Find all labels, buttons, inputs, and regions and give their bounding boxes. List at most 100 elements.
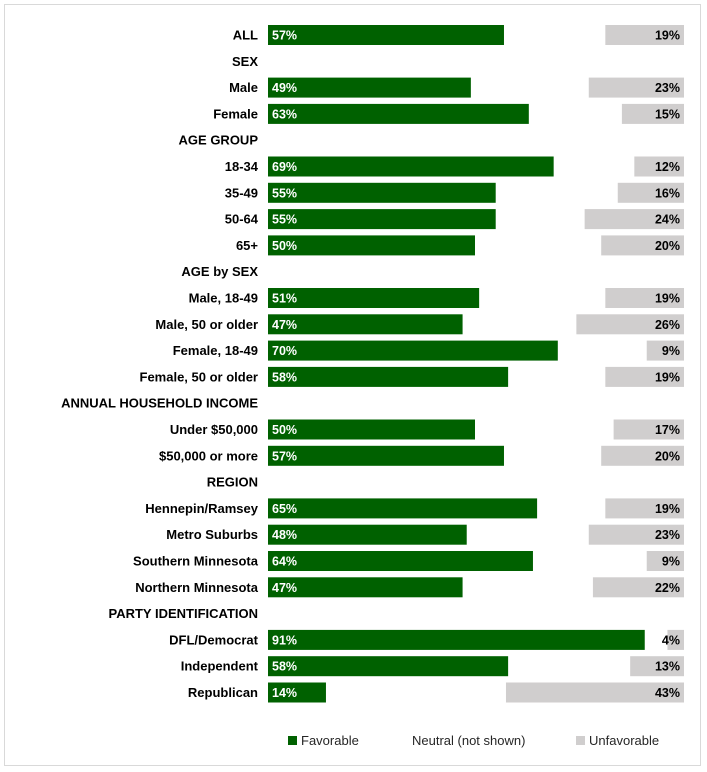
label-unfavorable-35-49: 16%	[655, 186, 680, 200]
row-under-50-000: Under $50,000 50% 17%	[170, 419, 684, 440]
bar-favorable-female-18-49	[268, 340, 558, 361]
category-label-male-50-or-older: Male, 50 or older	[155, 317, 258, 332]
label-favorable-35-49: 55%	[272, 186, 297, 200]
category-label-65: 65+	[236, 238, 258, 253]
row-republican: Republican 14% 43%	[188, 682, 684, 703]
label-unfavorable-65: 20%	[655, 239, 680, 253]
group-header-region: REGION	[207, 475, 258, 490]
category-label-male-18-49: Male, 18-49	[189, 291, 258, 306]
label-unfavorable-southern-minnesota: 9%	[662, 555, 680, 569]
bar-favorable-southern-minnesota	[268, 551, 533, 571]
bar-unfavorable-independent	[630, 656, 684, 677]
bar-unfavorable-hennepin-ramsey	[605, 498, 684, 519]
label-unfavorable-female: 15%	[655, 107, 680, 121]
bar-unfavorable-female-50-or-older	[605, 366, 684, 387]
label-favorable-male: 49%	[272, 81, 297, 95]
label-favorable-female-18-49: 70%	[272, 344, 297, 358]
bar-favorable-northern-minnesota	[268, 577, 463, 598]
label-favorable-female: 63%	[272, 107, 297, 121]
label-favorable-under-50-000: 50%	[272, 423, 297, 437]
bar-unfavorable-18-34	[634, 156, 684, 177]
row-age-group: AGE GROUP	[179, 133, 259, 148]
bar-favorable-republican	[268, 682, 326, 703]
category-label-female: Female	[213, 106, 258, 121]
group-header-party-identification: PARTY IDENTIFICATION	[109, 606, 259, 621]
bar-favorable-male	[268, 77, 471, 98]
bar-unfavorable-male-50-or-older	[576, 314, 684, 335]
category-label-independent: Independent	[181, 659, 259, 674]
label-favorable-male-50-or-older: 47%	[272, 318, 297, 332]
category-label-all: ALL	[233, 28, 258, 43]
group-header-annual-household-income: ANNUAL HOUSEHOLD INCOME	[61, 396, 258, 411]
row-female-50-or-older: Female, 50 or older 58% 19%	[140, 366, 684, 387]
label-unfavorable-female-18-49: 9%	[662, 344, 680, 358]
label-unfavorable-republican: 43%	[655, 686, 680, 700]
legend: Favorable Neutral (not shown) Unfavorabl…	[288, 733, 659, 748]
group-header-sex: SEX	[232, 54, 258, 69]
bar-favorable-dfl-democrat	[268, 629, 645, 650]
label-favorable-hennepin-ramsey: 65%	[272, 502, 297, 516]
bar-favorable-male-50-or-older	[268, 314, 463, 335]
label-favorable-female-50-or-older: 58%	[272, 370, 297, 384]
bar-favorable-metro-suburbs	[268, 524, 467, 545]
rows-layer: ALL 57% 19% SEX Male 49% 23% Female 63% 15% AGE GR…	[61, 25, 684, 703]
row-dfl-democrat: DFL/Democrat 91% 4%	[169, 629, 684, 650]
bar-unfavorable-male-18-49	[605, 288, 684, 308]
label-favorable-male-18-49: 51%	[272, 292, 297, 306]
row-male: Male 49% 23%	[229, 77, 684, 98]
row-65: 65+ 50% 20%	[236, 235, 684, 256]
category-label-southern-minnesota: Southern Minnesota	[133, 554, 259, 569]
bar-unfavorable-female	[621, 103, 684, 124]
row-metro-suburbs: Metro Suburbs 48% 23%	[166, 524, 684, 545]
label-favorable-southern-minnesota: 64%	[272, 555, 297, 569]
category-label-18-34: 18-34	[225, 159, 259, 174]
bar-unfavorable-65	[601, 235, 684, 256]
category-label-metro-suburbs: Metro Suburbs	[166, 527, 258, 542]
label-favorable-18-34: 69%	[272, 160, 297, 174]
bar-favorable-50-000-or-more	[268, 445, 504, 466]
category-label-under-50-000: Under $50,000	[170, 422, 258, 437]
row-southern-minnesota: Southern Minnesota 64% 9%	[133, 551, 684, 571]
bar-unfavorable-republican	[505, 682, 684, 703]
bar-unfavorable-northern-minnesota	[592, 577, 684, 598]
legend-label-unfavorable: Unfavorable	[589, 733, 659, 748]
category-label-republican: Republican	[188, 685, 258, 700]
label-unfavorable-all: 19%	[655, 29, 680, 43]
label-unfavorable-metro-suburbs: 23%	[655, 528, 680, 542]
label-favorable-northern-minnesota: 47%	[272, 581, 297, 595]
row-female-18-49: Female, 18-49 70% 9%	[173, 340, 684, 361]
legend-swatch-unfavorable	[576, 736, 585, 745]
bar-unfavorable-female-18-49	[646, 340, 684, 361]
favorability-chart: ALL 57% 19% SEX Male 49% 23% Female 63% 15% AGE GR…	[61, 25, 684, 748]
label-unfavorable-50-000-or-more: 20%	[655, 449, 680, 463]
bar-favorable-female-50-or-older	[268, 366, 509, 387]
bar-unfavorable-all	[605, 25, 684, 45]
label-unfavorable-northern-minnesota: 22%	[655, 581, 680, 595]
bar-favorable-independent	[268, 656, 509, 677]
bar-favorable-all	[268, 25, 504, 45]
row-annual-household-income: ANNUAL HOUSEHOLD INCOME	[61, 396, 258, 411]
row-sex: SEX	[232, 54, 258, 69]
row-all: ALL 57% 19%	[233, 25, 684, 45]
row-hennepin-ramsey: Hennepin/Ramsey 65% 19%	[145, 498, 684, 519]
row-northern-minnesota: Northern Minnesota 47% 22%	[135, 577, 684, 598]
label-favorable-metro-suburbs: 48%	[272, 528, 297, 542]
bar-unfavorable-southern-minnesota	[646, 551, 684, 571]
label-unfavorable-male-18-49: 19%	[655, 292, 680, 306]
row-50-64: 50-64 55% 24%	[225, 209, 684, 230]
bar-unfavorable-35-49	[617, 182, 684, 203]
label-favorable-dfl-democrat: 91%	[272, 633, 297, 647]
group-header-age-by-sex: AGE by SEX	[181, 264, 258, 279]
bar-favorable-35-49	[268, 182, 496, 203]
label-favorable-all: 57%	[272, 29, 297, 43]
category-label-hennepin-ramsey: Hennepin/Ramsey	[145, 501, 258, 516]
label-favorable-50-64: 55%	[272, 213, 297, 227]
row-male-50-or-older: Male, 50 or older 47% 26%	[155, 314, 684, 335]
row-party-identification: PARTY IDENTIFICATION	[109, 606, 259, 621]
label-unfavorable-hennepin-ramsey: 19%	[655, 502, 680, 516]
bar-unfavorable-dfl-democrat	[667, 629, 684, 650]
bar-unfavorable-under-50-000	[613, 419, 684, 440]
label-unfavorable-male-50-or-older: 26%	[655, 318, 680, 332]
group-header-age-group: AGE GROUP	[179, 133, 259, 148]
category-label-northern-minnesota: Northern Minnesota	[135, 580, 259, 595]
